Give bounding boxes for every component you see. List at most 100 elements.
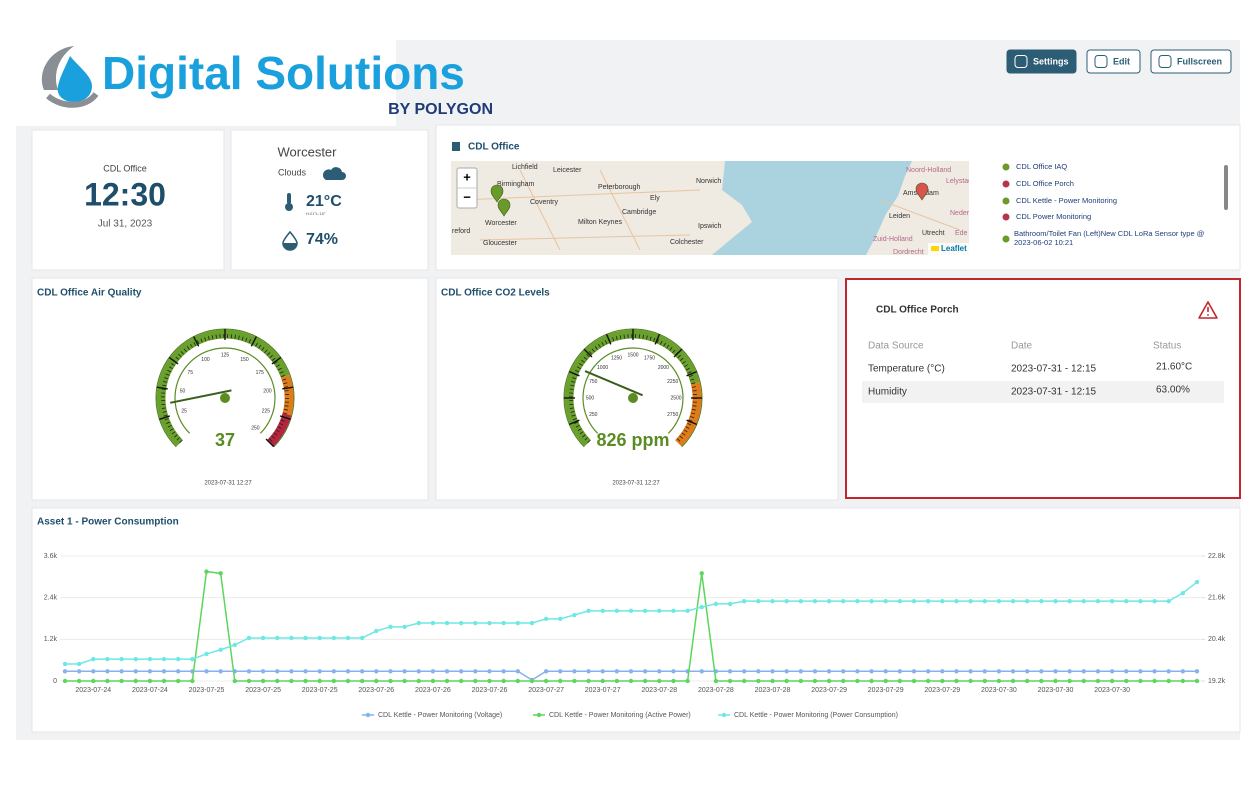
series-point xyxy=(572,678,577,684)
series-point xyxy=(826,598,832,604)
series-point xyxy=(62,669,68,674)
series-point xyxy=(657,669,662,674)
series-point xyxy=(105,656,110,662)
legend-dot xyxy=(1002,235,1010,243)
series-point xyxy=(176,678,181,684)
gauge-tick-label: 100 xyxy=(201,357,210,363)
series-point xyxy=(996,598,1002,604)
series-point xyxy=(119,669,124,674)
x-tick-label: 2023-07-24 xyxy=(75,687,111,694)
gauge-tick xyxy=(271,356,282,365)
series-point xyxy=(628,678,634,684)
series-point xyxy=(402,624,407,630)
button[interactable]: Settings xyxy=(1006,49,1077,74)
series-point xyxy=(359,678,365,684)
series-point xyxy=(218,669,223,674)
series-point xyxy=(657,678,662,684)
legend-label[interactable]: CDL Kettle - Power Monitoring (Active Po… xyxy=(549,712,691,719)
series-point xyxy=(642,678,648,684)
legend-point xyxy=(721,712,727,718)
series-point xyxy=(161,678,167,684)
map[interactable]: Lichfield Leicester Birmingham Peterborough… xyxy=(451,161,972,256)
series-point xyxy=(246,678,252,684)
series-point xyxy=(473,620,478,626)
legend-point xyxy=(365,712,371,718)
series-point xyxy=(770,598,775,604)
gauge-tick-label: 2000 xyxy=(658,365,669,371)
series-point xyxy=(487,678,492,684)
series-point xyxy=(275,678,280,684)
series-point xyxy=(586,608,591,614)
series-point xyxy=(402,669,407,674)
map-place: Ede xyxy=(955,230,968,237)
series-point xyxy=(232,678,237,684)
series-point xyxy=(487,669,492,674)
series-point xyxy=(642,608,648,614)
gauge-tick xyxy=(583,348,593,358)
zoom-out[interactable]: − xyxy=(463,189,471,204)
button[interactable]: Fullscreen xyxy=(1150,49,1232,74)
series-point xyxy=(1180,678,1186,684)
series-point xyxy=(430,669,436,674)
series-point xyxy=(841,678,846,684)
x-tick-label: 2023-07-30 xyxy=(1038,687,1074,694)
series-point xyxy=(388,678,393,684)
weather-high-low: H:21°L:15° xyxy=(306,211,326,216)
series-point xyxy=(954,598,959,604)
gauge-value: 826 ppm xyxy=(596,430,669,450)
series-point xyxy=(727,678,733,684)
series-point xyxy=(176,669,181,674)
series-point xyxy=(1039,669,1044,674)
legend-dot xyxy=(1002,213,1010,221)
series-point xyxy=(727,601,733,607)
gauge-title: CDL Office CO2 Levels xyxy=(441,288,550,299)
button[interactable]: Edit xyxy=(1086,49,1141,74)
gauge-value: 37 xyxy=(215,430,235,450)
gauge-tick-label: 2750 xyxy=(667,412,678,418)
series-point xyxy=(204,569,209,574)
map-sea xyxy=(712,161,912,255)
series-point xyxy=(1067,598,1072,604)
series-point xyxy=(260,635,266,641)
table-cell: 2023-07-31 - 12:15 xyxy=(1011,387,1097,398)
series-point xyxy=(897,678,903,684)
series-point xyxy=(812,678,818,684)
series-point xyxy=(289,635,294,641)
table-row-bg xyxy=(862,381,1224,403)
map-marker xyxy=(497,198,511,217)
gauge-tick-label: 2500 xyxy=(670,395,681,401)
series-point xyxy=(1095,598,1101,604)
series-point xyxy=(1138,678,1143,684)
series-point xyxy=(968,598,973,604)
zoom-in[interactable]: + xyxy=(463,169,471,184)
series-point xyxy=(374,669,379,674)
series-point xyxy=(1166,598,1171,604)
series-point xyxy=(430,678,436,684)
series-point xyxy=(954,669,959,674)
map-marker xyxy=(915,182,929,201)
x-tick-label: 2023-07-28 xyxy=(755,687,791,694)
series-point xyxy=(1081,669,1087,674)
status-title: CDL Office Porch xyxy=(876,305,959,316)
button-label: Edit xyxy=(1113,56,1130,66)
series-point xyxy=(345,635,351,641)
map-place: Nederl xyxy=(950,210,971,217)
logo-arc xyxy=(46,91,99,108)
series-point xyxy=(784,598,789,604)
weather-temperature: 21°C xyxy=(306,193,342,210)
series-point xyxy=(770,678,775,684)
series-point xyxy=(812,598,818,604)
series-point xyxy=(331,669,337,674)
series-point xyxy=(501,678,506,684)
weather-city: Worcester xyxy=(278,144,338,159)
y-tick-label: 3.6k xyxy=(44,553,58,560)
legend-label[interactable]: CDL Kettle - Power Monitoring (Power Con… xyxy=(734,712,898,719)
series-point xyxy=(444,620,450,626)
series-point xyxy=(374,678,379,684)
map-icon xyxy=(452,142,460,151)
legend-label[interactable]: CDL Kettle - Power Monitoring (Voltage) xyxy=(378,712,502,719)
series-point xyxy=(685,678,690,684)
series-point xyxy=(1095,678,1101,684)
series-point xyxy=(289,669,294,674)
map-place: Zuid-Holland xyxy=(873,236,913,243)
